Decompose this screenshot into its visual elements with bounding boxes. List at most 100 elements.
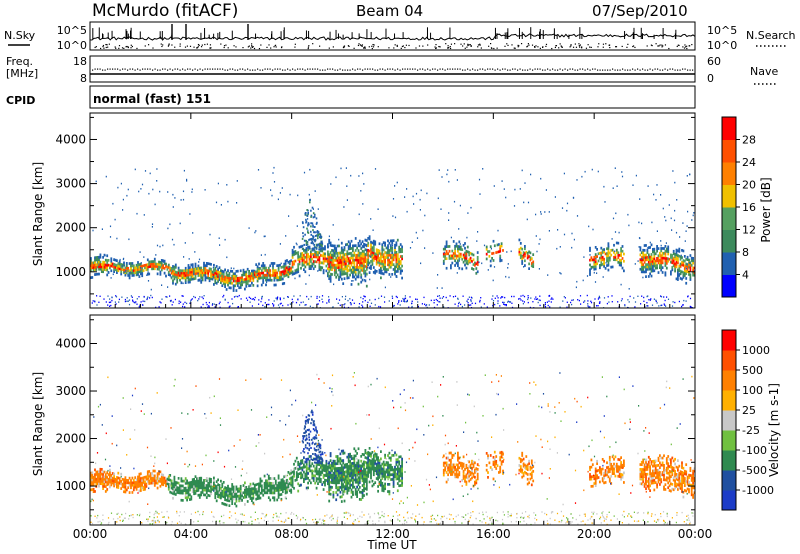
echo-cell — [167, 266, 170, 269]
echo-cell — [342, 270, 345, 273]
echo-cell — [148, 260, 151, 264]
echo-cell — [341, 296, 343, 298]
nave-dot — [487, 68, 489, 70]
echo-cell — [314, 234, 317, 237]
echo-cell — [362, 203, 364, 205]
echo-cell — [225, 503, 228, 507]
echo-cell — [324, 481, 326, 484]
echo-cell — [124, 490, 127, 494]
echo-cell — [358, 306, 360, 308]
nsearch-dot — [462, 45, 464, 47]
echo-cell — [472, 268, 475, 271]
echo-cell — [163, 479, 166, 482]
nsky-label: N.Sky — [4, 29, 36, 42]
echo-cell — [293, 486, 295, 490]
echo-cell — [293, 262, 295, 266]
nsearch-dot — [393, 47, 395, 49]
echo-cell — [207, 494, 210, 497]
echo-cell — [196, 489, 198, 493]
echo-cell — [172, 482, 174, 486]
echo-cell — [342, 471, 345, 474]
echo-cell — [347, 299, 349, 302]
echo-cell — [649, 262, 651, 266]
echo-cell — [332, 476, 335, 480]
echo-cell — [691, 219, 693, 221]
echo-cell — [327, 468, 329, 471]
echo-cell — [360, 459, 363, 463]
echo-cell — [663, 252, 665, 255]
echo-cell — [276, 273, 279, 277]
nave-dot — [389, 68, 391, 70]
echo-cell — [135, 483, 138, 486]
nsearch-dot — [131, 45, 134, 48]
echo-cell — [350, 268, 353, 272]
echo-cell — [321, 466, 324, 470]
echo-cell — [675, 258, 678, 261]
echo-cell — [395, 270, 398, 273]
echo-cell — [472, 253, 475, 257]
nave-dot — [467, 68, 469, 70]
echo-cell — [101, 228, 103, 230]
echo-cell — [173, 268, 176, 271]
nsearch-dot — [396, 45, 398, 48]
echo-cell — [252, 487, 255, 490]
echo-cell — [321, 248, 324, 251]
echo-cell — [291, 482, 294, 486]
echo-cell — [645, 270, 647, 274]
echo-cell — [607, 242, 610, 245]
echo-cell — [385, 268, 388, 271]
echo-cell — [124, 488, 127, 491]
echo-cell — [582, 279, 584, 282]
echo-cell — [642, 256, 645, 259]
echo-cell — [92, 483, 95, 486]
echo-cell — [287, 270, 290, 274]
nave-dot — [587, 68, 589, 70]
echo-cell — [263, 269, 266, 272]
echo-cell — [96, 482, 99, 486]
echo-cell — [131, 274, 134, 277]
nsearch-dot — [235, 46, 237, 48]
echo-cell — [340, 251, 343, 255]
echo-cell — [498, 250, 500, 254]
echo-cell — [588, 306, 590, 308]
echo-cell — [395, 263, 398, 266]
echo-cell — [137, 263, 139, 267]
echo-cell — [504, 304, 506, 306]
echo-cell — [224, 491, 226, 494]
echo-cell — [614, 231, 617, 233]
echo-cell — [539, 299, 541, 302]
echo-cell — [364, 468, 367, 471]
echo-cell — [620, 254, 622, 257]
echo-cell — [102, 270, 104, 274]
echo-cell — [306, 227, 308, 230]
echo-cell — [172, 487, 174, 490]
echo-cell — [356, 471, 358, 474]
echo-cell — [343, 487, 346, 491]
echo-cell — [345, 167, 347, 169]
echo-cell — [361, 261, 364, 265]
echo-cell — [284, 274, 287, 277]
echo-cell — [231, 274, 234, 278]
echo-cell — [111, 265, 114, 268]
echo-cell — [239, 489, 242, 493]
echo-cell — [522, 256, 525, 259]
echo-cell — [198, 486, 201, 490]
echo-cell — [370, 302, 373, 304]
echo-cell — [197, 272, 199, 275]
echo-cell — [205, 262, 208, 265]
echo-cell — [259, 496, 262, 500]
echo-cell — [294, 467, 297, 470]
echo-cell — [528, 267, 530, 270]
echo-cell — [358, 261, 361, 264]
echo-cell — [324, 466, 326, 470]
nave-dot — [119, 69, 121, 71]
echo-cell — [445, 242, 448, 246]
echo-cell — [381, 252, 384, 256]
echo-cell — [279, 273, 281, 277]
echo-cell — [682, 273, 685, 277]
echo-cell — [396, 276, 398, 278]
echo-cell — [170, 269, 173, 273]
echo-cell — [287, 273, 290, 276]
nave-dot — [672, 68, 674, 70]
echo-cell — [281, 483, 284, 486]
